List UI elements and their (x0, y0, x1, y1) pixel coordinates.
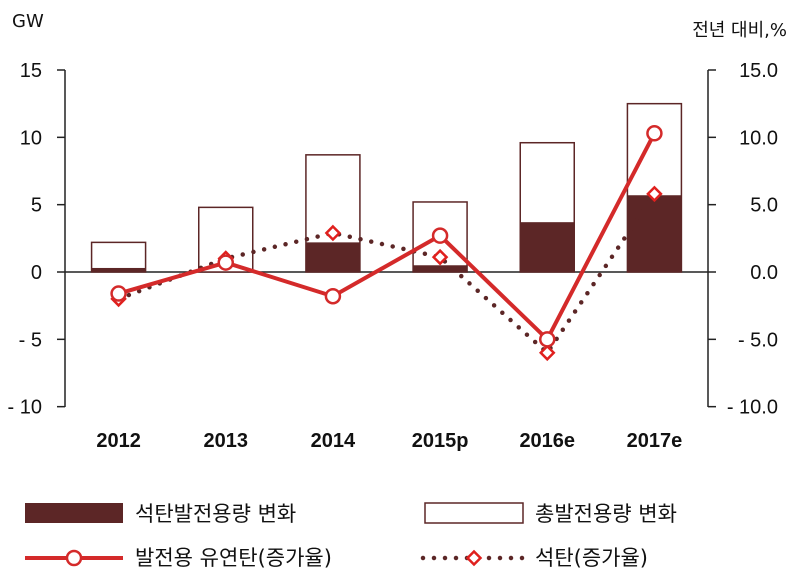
left-axis-unit: GW (12, 11, 44, 32)
right-tick-label: 10.0 (739, 127, 778, 149)
bituminous-growth-marker (539, 331, 556, 348)
coal-growth-marker (538, 344, 556, 362)
category-label: 2013 (204, 430, 249, 452)
left-tick-label: 15 (20, 60, 42, 82)
left-tick-label: 0 (31, 262, 42, 284)
coal-growth-marker (646, 185, 663, 203)
left-tick-label: 10 (20, 127, 42, 149)
category-label: 2016e (519, 430, 575, 452)
category-label: 2014 (311, 430, 356, 452)
coal-capacity-bar (627, 195, 682, 272)
coal-growth-marker (431, 248, 449, 266)
legend-swatch-total-capacity (424, 502, 524, 524)
legend-swatch-coal-capacity (25, 503, 123, 523)
bituminous-growth-marker (110, 285, 127, 302)
right-axis-unit: 전년 대비,% (692, 20, 787, 41)
tick-labels: 15 10 5 0 - 5 - 10 15.0 10.0 5.0 0.0 - 5.0 - 10.0 20… (8, 60, 778, 452)
coal-growth-marker (324, 224, 342, 242)
bituminous-growth-line (118, 132, 657, 343)
legend-swatch-bituminous-marker (65, 549, 83, 567)
coal-capacity-bar (520, 222, 575, 272)
left-tick-label: - 10 (8, 397, 42, 419)
right-tick-label: - 5.0 (738, 329, 778, 351)
bituminous-growth-marker (324, 287, 342, 305)
legend-label-coal-growth: 석탄(증가율) (535, 546, 648, 570)
left-tick-label: - 5 (19, 329, 42, 351)
bituminous-growth-marker (431, 227, 449, 244)
bituminous-growth-marker (646, 125, 663, 142)
legend-label-total-capacity: 총발전용량 변화 (535, 502, 677, 526)
markers (110, 125, 663, 362)
legend-label-bituminous: 발전용 유연탄(증가율) (135, 546, 332, 570)
axes (57, 69, 716, 408)
legend-label-coal-capacity: 석탄발전용량 변화 (135, 502, 296, 526)
right-tick-label: 15.0 (739, 60, 778, 82)
coal-capacity-bar (305, 242, 360, 272)
coal-capacity-bar (91, 267, 146, 272)
right-tick-label: 0.0 (750, 262, 778, 284)
bars (90, 102, 683, 273)
right-tick-label: 5.0 (750, 195, 778, 217)
coal-capacity-bar (413, 265, 468, 272)
legend-swatch-coal-marker (465, 549, 483, 567)
category-label: 2017e (627, 430, 683, 452)
bituminous-growth-marker (217, 254, 234, 271)
right-tick-label: - 10.0 (727, 397, 778, 419)
lines (116, 132, 657, 357)
category-label: 2012 (96, 430, 141, 452)
left-tick-label: 5 (31, 195, 42, 217)
total-capacity-bar (90, 241, 147, 273)
category-label: 2015p (412, 430, 469, 452)
